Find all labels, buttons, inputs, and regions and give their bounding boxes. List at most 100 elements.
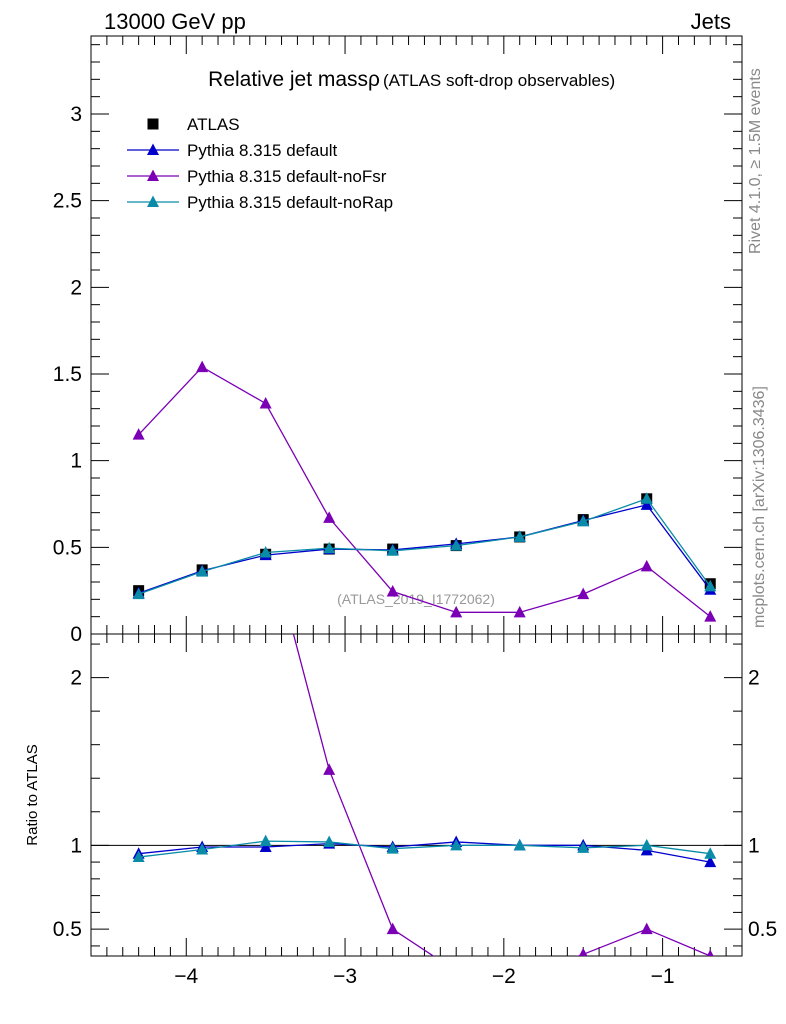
data-point-pythia-8-315-default-nofsr	[450, 605, 463, 618]
y-tick-label: 1.5	[53, 363, 82, 386]
x-tick-labels: −4 −3 −2 −1	[174, 965, 674, 988]
legend: ATLAS Pythia 8.315 default Pythia 8.315 de…	[127, 115, 393, 212]
data-point-pythia-8-315-default-nofsr	[386, 585, 399, 597]
ratio-series-pythia-8-315-default-nofsr	[133, 235, 714, 977]
data-point-pythia-8-315-default-norap	[704, 579, 717, 592]
ratio-y-tick-label-right: 1	[748, 834, 760, 857]
ratio-point-pythia-8-315-default-norap	[577, 841, 590, 853]
ratio-point-pythia-8-315-default-nofsr	[386, 922, 399, 935]
y-tick-label: 2	[70, 276, 82, 299]
data-point-pythia-8-315-default-norap	[386, 544, 399, 556]
data-point-pythia-8-315-default-nofsr	[132, 428, 145, 440]
chart-subtitle: (ATLAS soft-drop observables)	[383, 71, 615, 90]
ratio-point-pythia-8-315-default	[704, 855, 717, 868]
data-point-pythia-8-315-default	[640, 498, 653, 510]
data-point-pythia-8-315-default-norap	[577, 514, 590, 527]
legend-item-pythia-8-315-default-nofsr: Pythia 8.315 default-noFsr	[127, 167, 387, 186]
ratio-point-pythia-8-315-default-nofsr	[196, 309, 208, 321]
ratio-point-pythia-8-315-default-nofsr	[640, 922, 653, 935]
ratio-series-pythia-8-315-default	[132, 835, 717, 868]
y-tick-label: 3	[70, 103, 82, 126]
ratio-point-pythia-8-315-default-norap	[386, 842, 399, 854]
series-pythia-8-315-default-norap	[132, 492, 717, 600]
data-point-pythia-8-315-default-norap	[132, 587, 145, 600]
ratio-line-pythia-8-315-default-norap	[138, 840, 711, 858]
ratio-point-pythia-8-315-default-nofsr	[578, 947, 588, 956]
data-point-pythia-8-315-default-nofsr	[513, 605, 526, 618]
legend-marker	[147, 118, 159, 130]
legend-label: Pythia 8.315 default	[187, 141, 338, 160]
ratio-point-pythia-8-315-default-norap	[323, 835, 336, 847]
legend-item-pythia-8-315-default: Pythia 8.315 default	[127, 141, 338, 160]
main-axis-ticks	[91, 36, 743, 635]
main-panel: 0 0.5 1 1.5 2 2.5 3 Relative jet massρ (ATLAS …	[53, 35, 743, 646]
ratio-series-group	[132, 235, 717, 977]
x-tick-label: −2	[492, 965, 516, 988]
ratio-point-pythia-8-315-default-norap	[132, 850, 145, 863]
ratio-point-pythia-8-315-default-nofsr	[133, 235, 145, 247]
data-point-pythia-8-315-default-norap	[196, 565, 209, 577]
data-point-pythia-8-315-default-norap	[513, 530, 526, 542]
mcplots-label: mcplots.cern.ch [arXiv:1306.3436]	[751, 386, 768, 628]
ratio-frame	[90, 633, 743, 957]
data-point-pythia-8-315-default-nofsr	[259, 396, 272, 409]
series-pythia-8-315-default-nofsr	[132, 360, 717, 622]
legend-label: Pythia 8.315 default-noFsr	[187, 167, 387, 186]
ratio-point-pythia-8-315-default-norap	[259, 834, 272, 847]
data-point-pythia-8-315-default-nofsr	[704, 610, 717, 622]
ratio-point-pythia-8-315-default-norap	[450, 838, 463, 851]
x-tick-label: −3	[333, 965, 357, 988]
ratio-y-tick-label-left: 0.5	[53, 918, 82, 941]
ratio-point-pythia-8-315-default-norap	[196, 843, 209, 855]
main-y-tick-labels: 0 0.5 1 1.5 2 2.5 3	[53, 103, 82, 646]
legend-label: Pythia 8.315 default-noRap	[187, 193, 393, 212]
legend-marker	[147, 169, 159, 181]
ratio-line-pythia-8-315-default	[138, 841, 711, 863]
legend-marker	[147, 143, 159, 155]
ratio-series-pythia-8-315-default-norap	[132, 834, 717, 863]
data-point-pythia-8-315-default-nofsr	[196, 360, 209, 373]
series-line-pythia-8-315-default	[138, 504, 711, 594]
ratio-axis-ticks	[91, 634, 743, 956]
ratio-point-pythia-8-315-default-nofsr	[260, 522, 272, 534]
legend-marker	[147, 195, 159, 207]
ratio-line-pythia-8-315-default-nofsr	[292, 634, 711, 956]
data-point-pythia-8-315-default-norap	[640, 492, 653, 504]
ratio-ylabel: Ratio to ATLAS	[24, 744, 41, 845]
ratio-point-pythia-8-315-default-nofsr	[450, 965, 462, 977]
header-left: 13000 GeV pp	[104, 9, 246, 34]
chart-title: Relative jet massρ	[208, 68, 380, 91]
series-line-pythia-8-315-default-norap	[138, 498, 711, 595]
ratio-point-pythia-8-315-default-nofsr	[706, 949, 714, 956]
legend-label: ATLAS	[187, 115, 240, 134]
ratio-y-tick-label-right: 2	[748, 667, 760, 690]
main-series-group	[132, 360, 717, 622]
legend-item-pythia-8-315-default-norap: Pythia 8.315 default-noRap	[127, 193, 393, 212]
y-tick-label: 0.5	[53, 536, 82, 559]
ratio-point-pythia-8-315-default-norap	[513, 838, 526, 851]
ratio-panel: 0.5 0.5 1 1 2 2 −4 −3 −2 −1 Ratio to ATLAS	[24, 235, 777, 988]
data-point-pythia-8-315-default-norap	[259, 546, 272, 558]
ratio-y-tick-label-left: 2	[70, 667, 82, 690]
header-right: Jets	[691, 9, 731, 34]
data-point-pythia-8-315-default-norap	[450, 539, 463, 551]
rivet-label: Rivet 4.1.0, ≥ 1.5M events	[747, 68, 764, 254]
ratio-y-tick-label-left: 1	[70, 834, 82, 857]
ratio-y-tick-labels: 0.5 0.5 1 1 2 2	[53, 667, 777, 942]
ratio-point-pythia-8-315-default-norap	[640, 838, 653, 851]
ratio-point-pythia-8-315-default-nofsr	[323, 763, 336, 775]
y-tick-label: 1	[70, 450, 82, 473]
series-line-pythia-8-315-default-nofsr	[138, 366, 711, 618]
legend-item-atlas: ATLAS	[147, 115, 240, 134]
ratio-point-pythia-8-315-default-norap	[704, 847, 717, 859]
y-tick-label: 0	[70, 623, 82, 646]
data-point-pythia-8-315-default-norap	[323, 541, 336, 554]
ratio-point-pythia-8-315-default	[259, 840, 272, 852]
y-tick-label: 2.5	[53, 190, 82, 213]
data-point-pythia-8-315-default-nofsr	[577, 587, 590, 600]
data-point-pythia-8-315-default-nofsr	[640, 559, 653, 572]
x-tick-label: −1	[651, 965, 675, 988]
data-point-pythia-8-315-default-nofsr	[323, 511, 336, 523]
x-tick-label: −4	[174, 965, 198, 988]
